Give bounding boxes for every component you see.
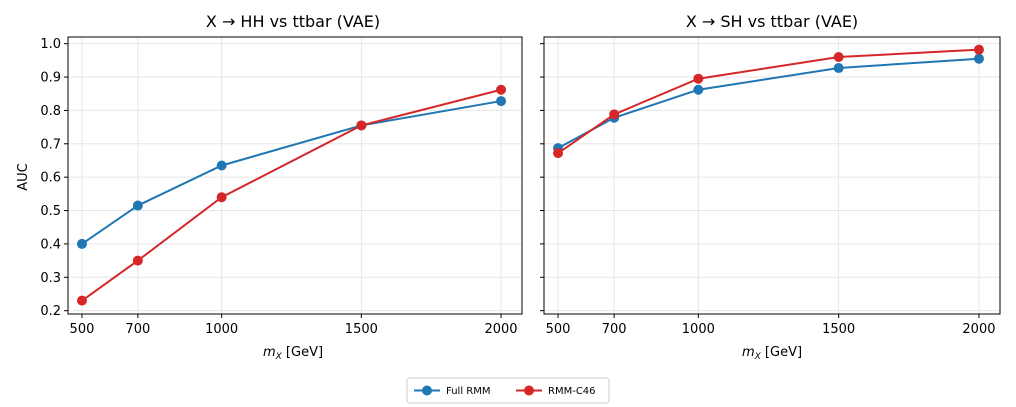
plot-frame bbox=[543, 36, 1001, 315]
series-line bbox=[81, 88, 502, 302]
data-point bbox=[833, 52, 844, 63]
x-tick-label: 1000 bbox=[205, 322, 238, 337]
chart-title: X → HH vs ttbar (VAE) bbox=[206, 12, 380, 31]
x-tick-label: 500 bbox=[546, 322, 571, 337]
data-point bbox=[496, 84, 507, 95]
data-point bbox=[216, 192, 227, 203]
x-axis-label-main: m bbox=[263, 345, 276, 360]
x-axis-label: mX [GeV] bbox=[742, 345, 802, 362]
data-point bbox=[693, 84, 704, 95]
data-point bbox=[76, 238, 87, 249]
y-tick-label: 0.9 bbox=[40, 71, 61, 86]
data-point bbox=[553, 148, 564, 159]
x-tick-label: 500 bbox=[70, 322, 95, 337]
series-line bbox=[557, 48, 980, 154]
legend-label-full-rmm: Full RMM bbox=[446, 386, 490, 397]
data-point bbox=[132, 255, 143, 266]
data-point bbox=[693, 73, 704, 84]
y-tick-label: 1.0 bbox=[40, 37, 61, 52]
x-tick-label: 700 bbox=[602, 322, 627, 337]
x-tick-label: 700 bbox=[125, 322, 150, 337]
data-point bbox=[356, 120, 367, 131]
x-tick-label: 2000 bbox=[962, 322, 995, 337]
y-axis-label: AUC bbox=[16, 163, 31, 191]
legend: Full RMM RMM-C46 bbox=[406, 377, 610, 404]
chart-hh-vs-ttbar: X → HH vs ttbar (VAE) AUC mX [GeV] 500 70… bbox=[16, 12, 523, 362]
legend-item-full-rmm: Full RMM bbox=[414, 385, 490, 397]
x-tick-label: 1000 bbox=[682, 322, 715, 337]
y-tick-label: 0.5 bbox=[40, 204, 61, 219]
series-full-rmm bbox=[76, 96, 507, 249]
legend-item-rmm-c46: RMM-C46 bbox=[516, 385, 596, 397]
x-axis-label-sub: X bbox=[275, 352, 283, 362]
y-tick-label: 0.2 bbox=[40, 304, 61, 319]
grid bbox=[544, 37, 1000, 314]
series-line bbox=[81, 100, 502, 245]
chart-sh-vs-ttbar: X → SH vs ttbar (VAE) mX [GeV] 500 700 100… bbox=[540, 12, 1001, 362]
plot-frame bbox=[67, 36, 523, 315]
series-line bbox=[557, 57, 980, 150]
x-axis-label-unit: [GeV] bbox=[761, 345, 802, 360]
x-axis-label: mX [GeV] bbox=[263, 345, 323, 362]
x-axis-label-main: m bbox=[742, 345, 755, 360]
series-rmm-c46 bbox=[553, 44, 984, 159]
legend-label-rmm-c46: RMM-C46 bbox=[548, 386, 596, 397]
legend-frame bbox=[406, 377, 610, 404]
chart-title: X → SH vs ttbar (VAE) bbox=[686, 12, 858, 31]
data-point bbox=[496, 96, 507, 107]
data-point bbox=[833, 63, 844, 74]
data-point bbox=[973, 44, 984, 55]
x-tick-label: 1500 bbox=[822, 322, 855, 337]
y-tick-label: 0.8 bbox=[40, 104, 61, 119]
y-tick-label: 0.3 bbox=[40, 271, 61, 286]
data-point bbox=[76, 295, 87, 306]
data-point bbox=[609, 109, 620, 120]
y-tick-label: 0.7 bbox=[40, 137, 61, 152]
grid bbox=[68, 37, 522, 314]
legend-marker-rmm-c46 bbox=[524, 385, 534, 396]
legend-marker-full-rmm bbox=[422, 385, 432, 396]
data-point bbox=[973, 53, 984, 64]
y-tick-label: 0.4 bbox=[40, 237, 61, 252]
data-point bbox=[132, 200, 143, 211]
x-axis-label-sub: X bbox=[754, 352, 762, 362]
series-rmm-c46 bbox=[76, 84, 507, 306]
x-tick-label: 2000 bbox=[484, 322, 517, 337]
y-tick-label: 0.6 bbox=[40, 171, 61, 186]
data-point bbox=[216, 160, 227, 171]
x-tick-label: 1500 bbox=[345, 322, 378, 337]
x-axis-label-unit: [GeV] bbox=[282, 345, 323, 360]
